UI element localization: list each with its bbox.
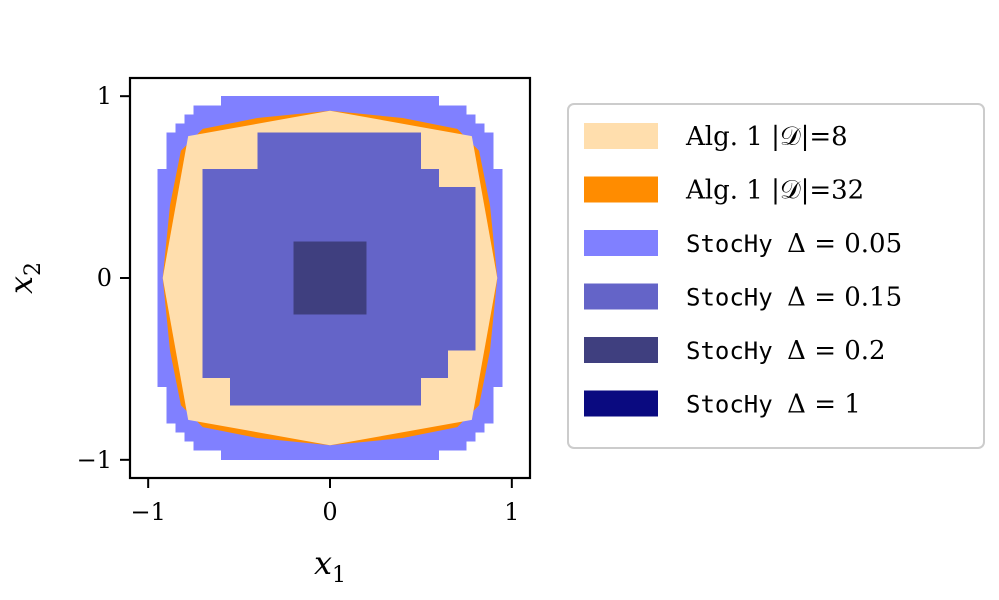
legend-item: StocHy Δ = 0.15: [584, 283, 902, 313]
legend-item: StocHy Δ = 0.2: [584, 336, 886, 366]
legend-swatch: [584, 230, 658, 256]
grid-cell: [293, 241, 367, 315]
legend-label: StocHy Δ = 1: [686, 390, 861, 420]
legend-swatch: [584, 337, 658, 363]
grid-cell: [202, 350, 449, 378]
grid-cell: [202, 168, 440, 188]
y-axis: −1 0 1: [77, 82, 130, 474]
legend-label: StocHy Δ = 0.15: [686, 283, 902, 313]
y-tick-label: 0: [97, 264, 112, 292]
legend-label: StocHy Δ = 0.05: [686, 229, 902, 259]
legend-label: Alg. 1 |𝒟|=8: [685, 122, 848, 152]
grid-cell: [220, 450, 440, 460]
x-axis-label: x1: [314, 544, 346, 588]
x-axis: −1 0 1: [130, 478, 519, 526]
region-stochy-0-2-4: [293, 241, 367, 315]
grid-cell: [230, 396, 421, 406]
x-tick-label: −1: [130, 498, 165, 526]
y-tick-label: 1: [97, 82, 112, 110]
axis-label-text: x1: [314, 544, 346, 588]
grid-cell: [257, 132, 421, 169]
y-tick-label: −1: [77, 446, 112, 474]
legend-label: Alg. 1 |𝒟|=32: [685, 176, 864, 206]
legend-swatch: [584, 123, 658, 149]
legend-swatch: [584, 283, 658, 310]
legend-item: StocHy Δ = 1: [584, 390, 861, 420]
legend-item: Alg. 1 |𝒟|=8: [584, 122, 848, 152]
grid-cell: [193, 441, 467, 451]
legend-swatch: [584, 176, 658, 203]
legend-item: StocHy Δ = 0.05: [584, 229, 902, 259]
legend-label: StocHy Δ = 0.2: [686, 336, 886, 366]
grid-cell: [220, 96, 440, 106]
grid-cell: [230, 378, 421, 397]
plot-area: [157, 96, 503, 460]
legend-item: Alg. 1 |𝒟|=32: [584, 176, 864, 206]
legend-swatch: [584, 390, 658, 417]
axis-label-text: x2: [2, 262, 46, 294]
x-tick-label: 0: [322, 498, 337, 526]
grid-cell: [202, 187, 476, 206]
grid-cell: [193, 105, 467, 115]
y-axis-label: x2: [2, 262, 46, 294]
legend-frame: [567, 103, 985, 449]
x-tick-label: 1: [504, 498, 519, 526]
legend: Alg. 1 |𝒟|=8 Alg. 1 |𝒟|=32 StocHy Δ = 0.05…: [567, 103, 985, 449]
